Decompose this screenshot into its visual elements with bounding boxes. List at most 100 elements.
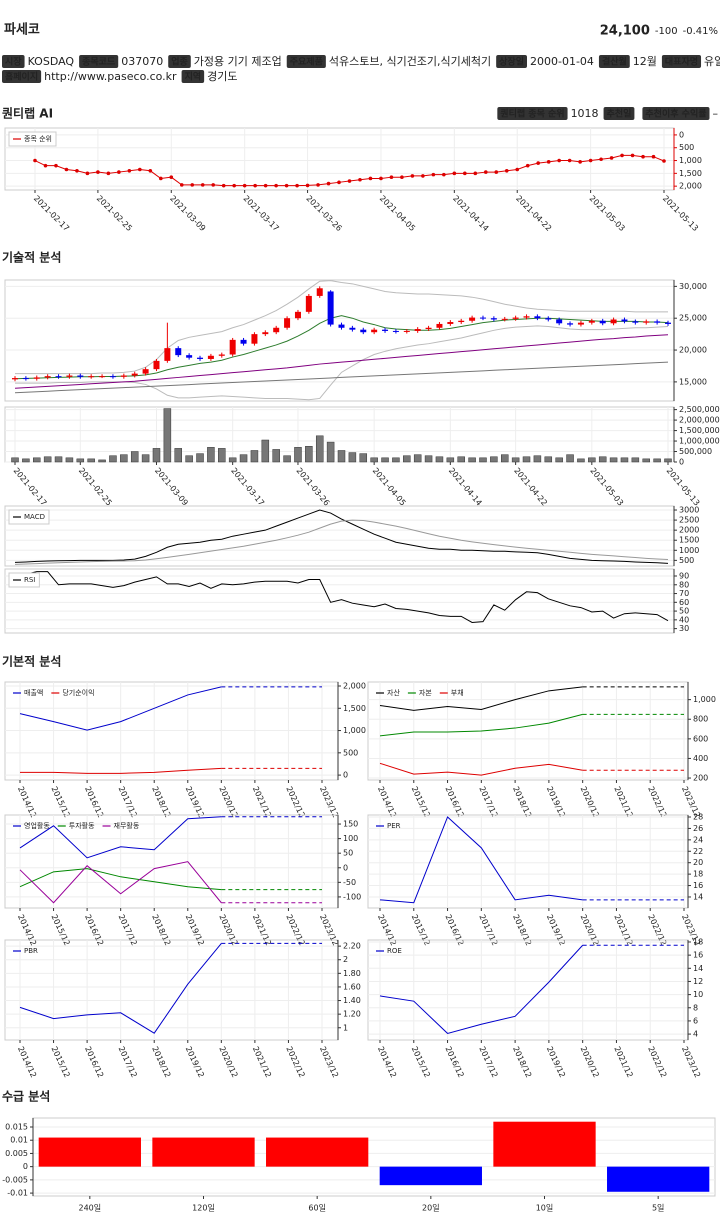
marker — [421, 174, 425, 178]
series-line — [379, 816, 583, 904]
marker — [567, 158, 572, 163]
y-tick-label: -0.005 — [2, 1175, 28, 1184]
y-tick-label: 80 — [679, 580, 689, 589]
marker — [557, 158, 561, 163]
marker — [651, 154, 656, 159]
homepage-link[interactable]: http://www.paseco.co.kr — [44, 70, 177, 83]
candle-body — [55, 376, 62, 378]
badge-label: 시장 — [5, 56, 22, 68]
candle-body — [556, 319, 563, 324]
y-tick-label: 1.80 — [343, 969, 361, 978]
bar — [163, 408, 172, 463]
badge — [598, 55, 630, 68]
badge-label: 종목코드 — [82, 57, 116, 68]
legend-label: 투자활동 — [69, 821, 95, 830]
marker — [305, 183, 310, 188]
marker — [54, 163, 58, 168]
candle-body — [207, 355, 214, 359]
candle-body — [142, 369, 149, 374]
legend: MACD — [8, 509, 50, 525]
y-tick-label: 2,000 — [343, 682, 366, 691]
bar — [218, 448, 226, 463]
bar — [348, 452, 357, 463]
badge-label: 대표자명 — [665, 56, 698, 68]
y-tick-label: -0.01 — [7, 1189, 28, 1198]
y-tick-label: 2,500,000 — [679, 405, 720, 414]
y-tick-label: 1,500 — [679, 169, 702, 178]
marker — [169, 175, 174, 179]
candle-body — [197, 357, 204, 359]
marker — [463, 171, 467, 176]
candle-body — [338, 324, 345, 328]
badge — [2, 55, 25, 68]
y-tick-label: 6 — [693, 1016, 698, 1025]
bar — [141, 454, 150, 463]
series-line — [14, 334, 669, 389]
badge — [286, 55, 326, 68]
marker — [106, 171, 111, 176]
bar — [250, 450, 259, 463]
y-tick-label: 0 — [679, 130, 684, 139]
marker — [347, 179, 352, 183]
y-tick-label: 14 — [693, 892, 703, 901]
y-tick-label: 0.005 — [5, 1149, 28, 1158]
x-tick-label: 10일 — [536, 1204, 554, 1213]
marker — [337, 180, 341, 185]
candle-body — [44, 376, 51, 378]
marker — [200, 183, 205, 187]
section-title: 기본적 분석 — [2, 654, 61, 669]
y-tick-label: 150 — [343, 820, 358, 829]
candle-body — [175, 348, 182, 356]
marker — [368, 176, 373, 181]
y-tick-label: 2 — [343, 955, 348, 964]
price-change-pct: -0.41% — [683, 26, 718, 37]
y-tick-label: 200 — [693, 774, 708, 783]
y-tick-label: 0.015 — [5, 1122, 28, 1131]
candle-body — [599, 320, 606, 324]
y-tick-label: 800 — [693, 715, 708, 724]
legend-label: 자산 — [387, 688, 400, 697]
bar — [379, 1166, 482, 1186]
y-tick-label: 30 — [679, 624, 689, 633]
y-tick-label: 60 — [679, 598, 689, 607]
bar — [152, 1137, 255, 1167]
info-value: 유일한 — [704, 54, 720, 68]
x-tick-label: 60일 — [308, 1204, 326, 1213]
y-tick-label: 18 — [693, 870, 703, 879]
info-value: 12월 — [633, 55, 657, 68]
candle-body — [77, 375, 84, 377]
bar — [239, 454, 248, 463]
bar — [413, 454, 422, 463]
y-tick-label: 70 — [679, 589, 689, 598]
x-tick-label: 240일 — [79, 1204, 102, 1213]
series-line — [20, 767, 222, 774]
y-tick-label: 2,000,000 — [679, 416, 720, 425]
marker — [326, 181, 331, 186]
marker — [284, 183, 289, 188]
marker — [452, 171, 457, 176]
marker — [316, 183, 320, 187]
marker — [662, 159, 666, 163]
legend: RSI — [8, 572, 40, 588]
candle-body — [12, 378, 18, 380]
legend-label: 재무활동 — [114, 821, 140, 830]
bar — [457, 456, 465, 463]
series-line — [379, 713, 583, 737]
marker — [494, 170, 499, 174]
bar — [607, 1166, 710, 1192]
candle-body — [382, 329, 389, 331]
candle-body — [479, 317, 486, 319]
badge — [661, 55, 702, 68]
candle-body — [436, 323, 443, 328]
candle-body — [240, 339, 247, 344]
marker — [473, 171, 478, 176]
badge-label: 업종 — [171, 56, 188, 68]
marker — [546, 160, 551, 164]
legend-box — [8, 572, 40, 588]
info-value: 석유스토브, 식기건조기,식기세척기 — [329, 55, 491, 68]
series-line — [14, 361, 669, 394]
y-tick-label: 4 — [693, 1030, 698, 1039]
candle-body — [88, 376, 95, 378]
candle-body — [632, 321, 639, 323]
candle-body — [131, 373, 138, 376]
